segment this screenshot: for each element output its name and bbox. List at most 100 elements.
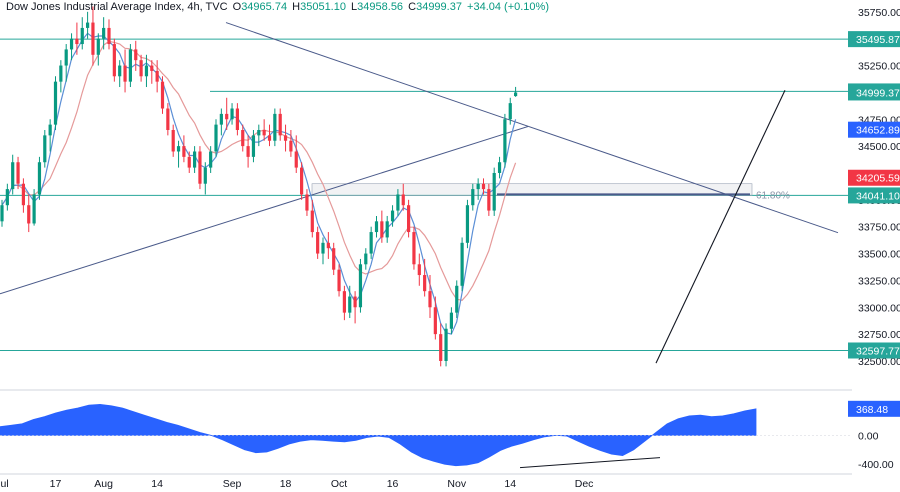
candle [273, 108, 277, 147]
candle [182, 135, 186, 163]
close-value: 34999.37 [416, 1, 462, 13]
high-label: H [292, 1, 301, 13]
candle-body [80, 27, 84, 45]
candle [369, 226, 373, 259]
open-value: 34965.74 [241, 1, 288, 13]
candle-body [369, 232, 373, 254]
trendline-support [655, 90, 786, 364]
candle-body [64, 49, 68, 66]
candle-body [91, 22, 95, 55]
candle [107, 19, 111, 50]
candle [267, 124, 272, 147]
candle [53, 76, 58, 130]
candle-body [251, 135, 256, 157]
candle-body [401, 194, 405, 206]
candle-body [412, 232, 416, 265]
candle [257, 124, 261, 147]
candle [75, 22, 79, 55]
candle [246, 135, 250, 168]
open-label: O [232, 1, 242, 13]
candle-body [385, 221, 389, 238]
candle-body [390, 210, 395, 222]
candle [209, 146, 213, 173]
candle [225, 97, 229, 130]
candle [374, 215, 379, 238]
candle-body [96, 38, 100, 55]
time-tick-label: Aug [94, 478, 113, 490]
candle-body [203, 167, 207, 184]
price-tick-label: 33500.00 [858, 249, 900, 261]
price-badge-bg [848, 121, 900, 138]
candle-body [465, 205, 470, 243]
candle-body [508, 103, 512, 120]
candle-body [471, 189, 475, 206]
candle [380, 210, 384, 243]
candle-body [193, 151, 197, 168]
candle-body [166, 108, 170, 130]
price-tick-label: 35750.00 [858, 7, 900, 19]
candle-body [241, 130, 245, 147]
candle-body [171, 130, 175, 152]
price-tick-label: 32500.00 [858, 356, 900, 368]
candle-body [59, 65, 63, 82]
time-tick-label: 17 [50, 478, 62, 490]
candle-body [128, 49, 132, 82]
candle-body [257, 130, 261, 136]
candle [91, 6, 95, 66]
candle [203, 162, 207, 195]
candle [497, 156, 502, 179]
candle [214, 119, 218, 157]
change-value: +34.04 (+0.10%) [467, 1, 549, 13]
candle-body [176, 146, 181, 152]
candle-body [235, 108, 239, 130]
time-tick-label: Oct [331, 478, 347, 490]
candle-body [321, 242, 325, 254]
candle-body [214, 124, 218, 152]
candle-body [310, 210, 314, 233]
candle-body [364, 253, 368, 265]
candle-body [48, 124, 52, 136]
candle-body [123, 65, 127, 82]
candle [27, 194, 31, 233]
candle-body [348, 296, 352, 313]
time-tick-label: 14 [504, 478, 516, 490]
level-badge: 35495.87 [856, 34, 900, 46]
candle [69, 33, 74, 61]
candle [332, 242, 336, 276]
candle [326, 232, 330, 259]
candle [128, 44, 132, 88]
candle [187, 151, 191, 173]
candles-group [0, 6, 518, 367]
candle [310, 199, 314, 238]
candle-body [230, 108, 234, 120]
low-label: L [351, 1, 358, 13]
candle-body [11, 162, 15, 190]
candle-body [150, 65, 154, 71]
candle-body [337, 269, 341, 292]
candle [230, 103, 234, 125]
candle [48, 119, 52, 152]
candle [289, 130, 293, 157]
candle [476, 178, 480, 200]
candle [32, 189, 36, 226]
candle-body [316, 232, 320, 254]
candle [21, 178, 25, 213]
candle-body [358, 264, 363, 308]
candle-body [503, 119, 507, 163]
candle [193, 146, 197, 173]
candle-body [86, 22, 90, 28]
candle [139, 54, 143, 82]
oscillator-badge: 368.48 [856, 404, 888, 416]
candle [449, 307, 453, 335]
candle [251, 130, 256, 163]
candle [439, 323, 443, 367]
time-tick-label: 16 [387, 478, 399, 490]
price-axis-panel [852, 0, 900, 492]
candle-body [449, 312, 453, 329]
level-badge-bg [848, 342, 900, 359]
candle-body [374, 221, 379, 233]
candle [283, 124, 288, 152]
oscillator-tick-label: 0.00 [858, 430, 879, 442]
time-tick-label: Dec [575, 478, 594, 490]
